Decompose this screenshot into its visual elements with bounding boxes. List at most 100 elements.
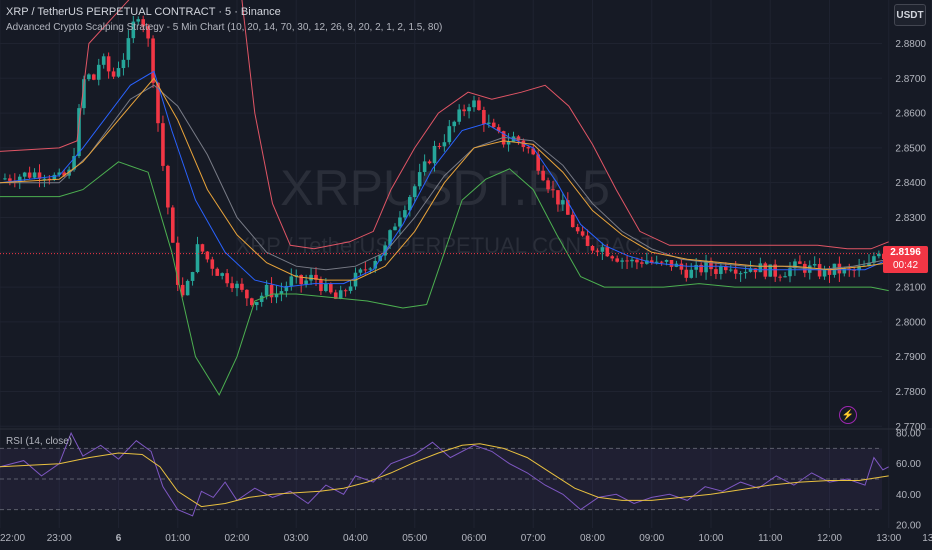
rsi-axis[interactable]: 80.00 60.00 40.00 20.00: [896, 429, 921, 532]
candle-body: [393, 226, 397, 231]
candle-body: [161, 123, 165, 166]
candle-body: [220, 273, 224, 276]
price-tick-label: 2.8600: [895, 109, 926, 120]
candle-body: [709, 260, 713, 270]
price-tick-label: 2.8000: [895, 317, 926, 328]
rsi-indicator-label[interactable]: RSI (14, close): [6, 436, 73, 447]
candle-body: [733, 269, 738, 274]
candle-body: [719, 266, 723, 274]
candle-body: [743, 271, 748, 274]
candle-body: [679, 263, 684, 270]
last-price-value: 2.8196: [890, 247, 921, 258]
candle-body: [585, 235, 590, 246]
time-tick-label: 13:4: [922, 533, 932, 544]
candle-body: [684, 269, 689, 278]
strategy-label[interactable]: Advanced Crypto Scalping Strategy - 5 Mi…: [6, 22, 443, 33]
candle-body: [408, 197, 412, 211]
candle-body: [748, 268, 753, 272]
watermark-symbol: XRPUSDT.P, 5: [280, 160, 610, 216]
candle-body: [630, 259, 634, 262]
last-price-badge: 2.8196 00:42: [883, 246, 928, 273]
candle-body: [551, 189, 555, 191]
candle-body: [714, 269, 718, 274]
candle-body: [304, 280, 308, 285]
candle-body: [67, 169, 71, 176]
candle-body: [200, 244, 205, 252]
candle-body: [388, 230, 392, 246]
candle-body: [329, 283, 333, 293]
candle-body: [472, 100, 476, 108]
candle-body: [274, 293, 279, 298]
price-tick-label: 2.8500: [895, 143, 926, 154]
candle-body: [847, 268, 852, 270]
candle-body: [250, 298, 254, 306]
candle-body: [793, 261, 797, 269]
candle-body: [240, 283, 244, 290]
candle-body: [319, 279, 323, 291]
candle-body: [230, 283, 234, 289]
candle-body: [3, 178, 7, 180]
time-axis[interactable]: 22:00 23:00 6 01:00 02:00 03:00 04:00 05:00 06:0…: [0, 533, 932, 544]
candle-body: [615, 258, 619, 262]
candle-body: [600, 247, 605, 252]
line-middle-band: [0, 84, 889, 271]
time-tick-label: 07:00: [521, 533, 546, 544]
symbol-title[interactable]: XRP / TetherUS PERPETUAL CONTRACT · 5 · …: [6, 6, 281, 18]
candle-body: [254, 301, 259, 306]
candle-body: [669, 260, 674, 267]
candle-body: [225, 273, 229, 284]
candle-body: [343, 290, 348, 292]
currency-button[interactable]: USDT: [894, 4, 926, 26]
candle-body: [531, 148, 536, 155]
indicator-lines: [0, 0, 889, 396]
candle-body: [580, 231, 585, 236]
time-tick-label: 04:00: [343, 533, 368, 544]
candle-body: [37, 172, 42, 179]
rsi-tick-label: 20.00: [896, 520, 921, 531]
candle-body: [753, 268, 758, 273]
candle-body: [526, 147, 531, 149]
time-tick-label: 08:00: [580, 533, 605, 544]
candle-body: [605, 247, 610, 257]
candle-body: [195, 244, 200, 273]
rsi-tick-label: 60.00: [896, 459, 921, 470]
candle-body: [496, 127, 501, 132]
candle-body: [541, 170, 545, 181]
candle-body: [758, 263, 763, 273]
candle-body: [215, 268, 220, 276]
candle-body: [269, 284, 274, 298]
time-tick-label: 03:00: [284, 533, 309, 544]
candle-body: [156, 82, 160, 124]
candle-body: [27, 172, 32, 178]
candle-body: [575, 227, 580, 232]
candle-body: [422, 161, 427, 173]
time-tick-label: 06:00: [461, 533, 486, 544]
candle-body: [294, 275, 299, 277]
candle-body: [620, 260, 624, 262]
candle-body: [798, 261, 802, 264]
candle-body: [566, 200, 570, 215]
candle-body: [694, 264, 698, 270]
time-tick-label: 11:00: [758, 533, 783, 544]
candle-body: [57, 172, 62, 175]
candle-body: [640, 262, 644, 264]
candle-body: [417, 172, 422, 187]
candle-body: [62, 172, 66, 176]
candle-body: [699, 264, 703, 273]
time-tick-label: 22:00: [0, 533, 25, 544]
line-ema-fast: [0, 70, 889, 288]
lightning-icon[interactable]: ⚡: [839, 406, 857, 424]
candle-body: [398, 217, 402, 227]
candle-body: [561, 200, 565, 205]
candle-body: [47, 178, 52, 180]
candle-body: [190, 272, 195, 281]
candle-body: [462, 109, 466, 112]
time-tick-label: 02:00: [224, 533, 249, 544]
candle-body: [264, 284, 269, 296]
candle-body: [457, 109, 461, 122]
candle-body: [8, 178, 12, 181]
candle-body: [96, 64, 101, 80]
candle-body: [437, 145, 442, 147]
candle-body: [689, 269, 694, 278]
